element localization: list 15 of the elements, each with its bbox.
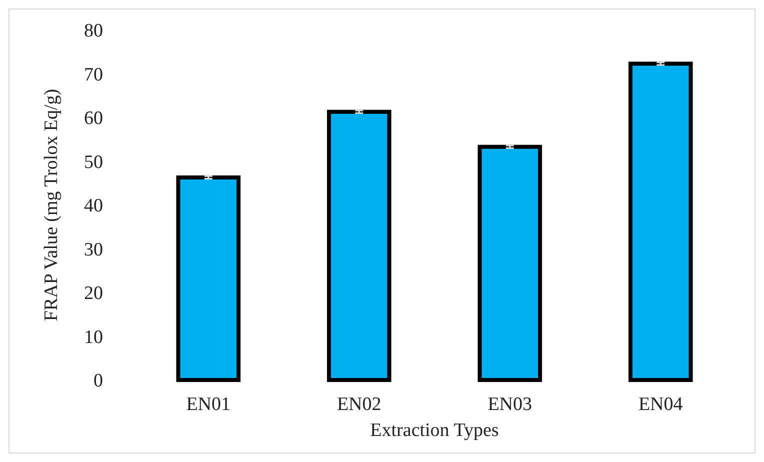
y-axis-title: FRAP Value (mg Trolox Eq/g) [41,88,62,322]
x-tick-label: EN04 [638,394,684,415]
y-tick-label: 40 [84,196,103,217]
y-tick-label: 70 [84,64,103,86]
x-tick-label: EN03 [488,394,532,415]
y-tick-label: 10 [84,326,103,348]
y-tick-label: 30 [84,239,103,260]
y-tick-label: 0 [94,370,103,392]
y-tick-label: 80 [84,20,103,42]
y-tick-label: 60 [84,108,103,130]
x-axis-title: Extraction Types [370,420,499,441]
y-tick-label: 20 [84,283,103,304]
x-tick-label: EN02 [336,394,382,415]
y-tick-label: 50 [84,152,103,173]
x-tick-label: EN01 [186,394,231,415]
